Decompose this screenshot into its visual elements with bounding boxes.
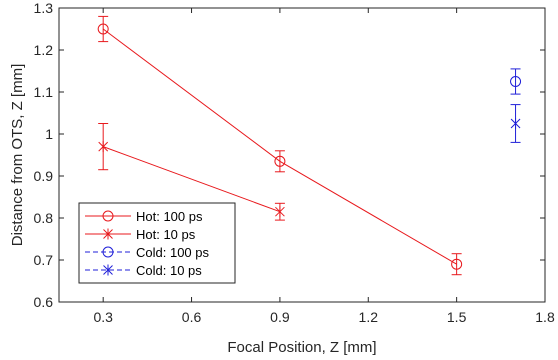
legend-item: Hot: 10 ps <box>85 227 196 242</box>
legend-item: Cold: 100 ps <box>85 245 209 260</box>
data-point-circle <box>451 258 463 270</box>
y-axis-title: Distance from OTS, Z [mm] <box>9 64 26 247</box>
y-tick-label: 0.6 <box>34 294 54 310</box>
x-tick-label: 0.6 <box>182 309 202 325</box>
x-tick-label: 1.2 <box>359 309 379 325</box>
series-1 <box>98 123 285 221</box>
data-point-star <box>510 118 521 129</box>
y-tick-label: 1.1 <box>34 84 54 100</box>
series-2 <box>510 68 522 95</box>
x-tick-label: 1.8 <box>535 309 555 325</box>
data-point-star <box>103 228 113 240</box>
data-point-star <box>98 141 109 153</box>
series-0 <box>97 15 463 276</box>
data-point-circle <box>97 23 109 35</box>
x-tick-label: 0.9 <box>270 309 290 325</box>
legend-item: Hot: 100 ps <box>85 209 203 224</box>
x-axis-title: Focal Position, Z [mm] <box>227 339 376 356</box>
data-point-circle <box>274 155 286 167</box>
series-layer <box>97 15 522 276</box>
legend-label: Hot: 10 ps <box>136 227 196 242</box>
data-point-circle <box>510 76 522 87</box>
y-tick-label: 0.7 <box>34 252 54 268</box>
legend-label: Hot: 100 ps <box>136 209 203 224</box>
legend-label: Cold: 10 ps <box>136 263 202 278</box>
data-point-star <box>103 264 113 276</box>
x-tick-label: 0.3 <box>93 309 113 325</box>
data-point-star <box>275 206 285 218</box>
legend: Hot: 100 ps Hot: 10 ps Cold: 100 ps Cold: 1… <box>78 202 236 284</box>
series-line <box>103 146 281 213</box>
y-tick-label: 0.9 <box>34 168 54 184</box>
axis-ticks: 0.3 0.6 0.9 1.2 1.5 1.8 0.6 0.7 0.8 0.9 1 1.1 1.2 1.3 <box>34 0 555 325</box>
data-point-circle <box>102 210 114 222</box>
series-3 <box>510 104 521 143</box>
y-tick-label: 1 <box>45 126 53 142</box>
x-tick-label: 1.5 <box>447 309 467 325</box>
legend-label: Cold: 100 ps <box>136 245 209 260</box>
y-tick-label: 1.3 <box>34 0 54 16</box>
data-point-circle <box>102 246 114 258</box>
legend-item: Cold: 10 ps <box>85 263 202 278</box>
y-tick-label: 0.8 <box>34 210 54 226</box>
y-tick-label: 1.2 <box>34 42 54 58</box>
